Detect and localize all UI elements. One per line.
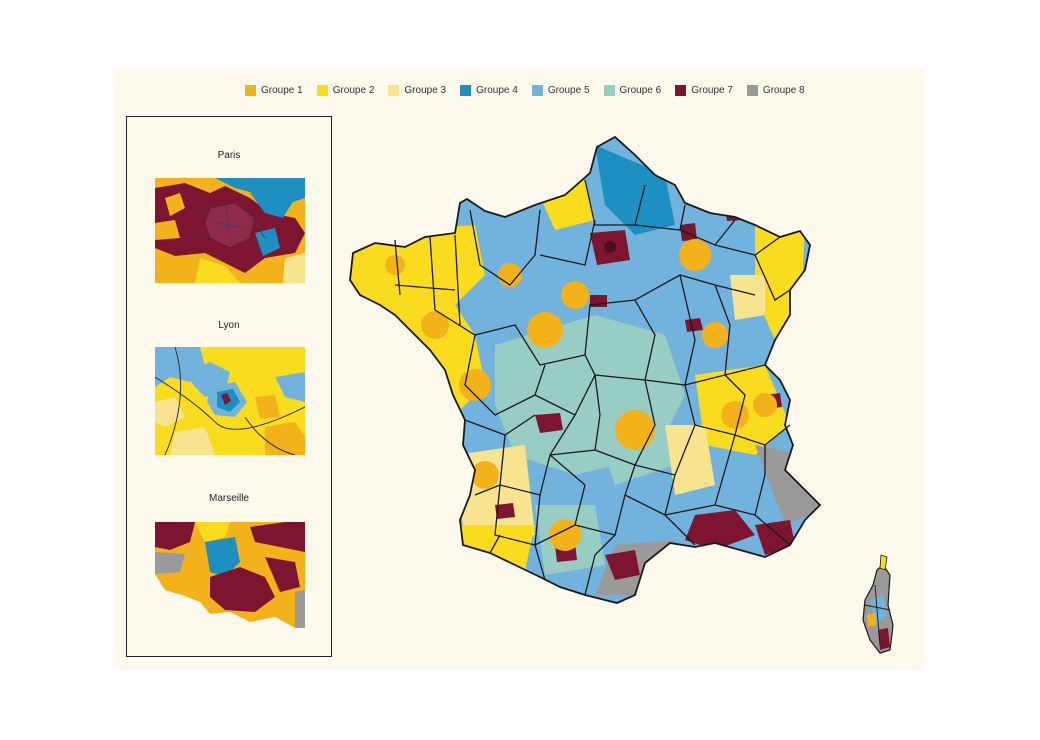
legend-label: Groupe 2 xyxy=(332,84,375,96)
legend-label: Groupe 3 xyxy=(404,84,447,96)
legend-item-groupe-3: Groupe 3 xyxy=(388,84,447,96)
inset-map-lyon xyxy=(155,347,305,455)
legend-label: Groupe 1 xyxy=(261,84,303,96)
legend-swatch xyxy=(675,84,687,96)
corsica-map xyxy=(862,554,894,654)
legend-item-groupe-4: Groupe 4 xyxy=(460,84,518,96)
legend-item-groupe-5: Groupe 5 xyxy=(531,84,590,96)
legend-item-groupe-2: Groupe 2 xyxy=(316,84,375,96)
legend: Groupe 1 Groupe 2 Groupe 3 Groupe 4 Grou… xyxy=(245,82,805,98)
legend-item-groupe-8: Groupe 8 xyxy=(746,84,805,96)
inset-title-paris: Paris xyxy=(217,150,241,161)
legend-item-groupe-1: Groupe 1 xyxy=(245,84,303,96)
legend-label: Groupe 8 xyxy=(762,84,805,96)
france-choropleth-map xyxy=(349,135,894,654)
legend-swatch xyxy=(460,84,472,96)
inset-map-marseille xyxy=(155,522,305,628)
legend-swatch xyxy=(388,84,400,96)
inset-title-lyon: Lyon xyxy=(218,320,240,331)
legend-swatch xyxy=(316,84,328,96)
legend-swatch xyxy=(603,84,615,96)
legend-swatch xyxy=(746,84,758,96)
legend-label: Groupe 7 xyxy=(691,84,733,96)
legend-label: Groupe 6 xyxy=(619,84,662,96)
legend-item-groupe-6: Groupe 6 xyxy=(603,84,662,96)
inset-title-marseille: Marseille xyxy=(208,493,249,504)
legend-label: Groupe 5 xyxy=(547,84,590,96)
legend-item-groupe-7: Groupe 7 xyxy=(675,84,733,96)
legend-label: Groupe 4 xyxy=(476,84,518,96)
legend-swatch xyxy=(531,84,543,96)
inset-frame xyxy=(126,116,332,657)
legend-swatch xyxy=(245,84,256,96)
inset-map-paris xyxy=(155,178,305,283)
